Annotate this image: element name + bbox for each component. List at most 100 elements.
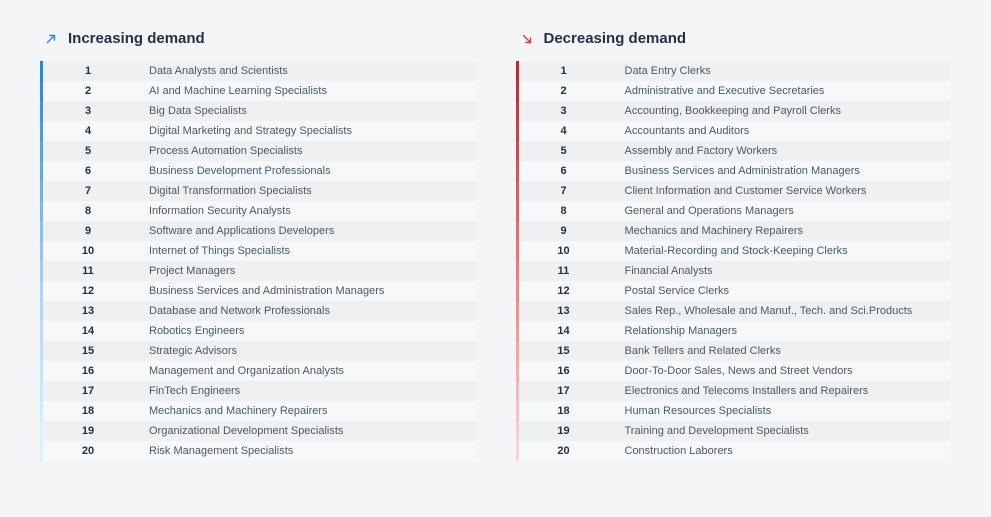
row-label: Relationship Managers <box>609 321 952 341</box>
table-row: 3Accounting, Bookkeeping and Payroll Cle… <box>516 101 952 121</box>
row-rank: 13 <box>43 301 133 321</box>
row-rank: 9 <box>519 221 609 241</box>
table-row: 17Electronics and Telecoms Installers an… <box>516 381 952 401</box>
table-row: 3Big Data Specialists <box>40 101 476 121</box>
row-label: Risk Management Specialists <box>133 441 476 461</box>
row-rank: 20 <box>43 441 133 461</box>
row-rank: 19 <box>43 421 133 441</box>
table-row: 6Business Services and Administration Ma… <box>516 161 952 181</box>
row-rank: 5 <box>519 141 609 161</box>
row-rank: 7 <box>519 181 609 201</box>
table-row: 16Management and Organization Analysts <box>40 361 476 381</box>
table-row: 10Internet of Things Specialists <box>40 241 476 261</box>
row-label: Project Managers <box>133 261 476 281</box>
row-rank: 16 <box>519 361 609 381</box>
row-rank: 13 <box>519 301 609 321</box>
row-rank: 17 <box>43 381 133 401</box>
row-rank: 12 <box>519 281 609 301</box>
row-label: Database and Network Professionals <box>133 301 476 321</box>
decreasing-header: Decreasing demand <box>520 30 952 47</box>
row-rank: 15 <box>519 341 609 361</box>
table-row: 14Relationship Managers <box>516 321 952 341</box>
table-row: 19Organizational Development Specialists <box>40 421 476 441</box>
row-label: Financial Analysts <box>609 261 952 281</box>
table-row: 4Digital Marketing and Strategy Speciali… <box>40 121 476 141</box>
row-rank: 1 <box>519 61 609 81</box>
row-label: Management and Organization Analysts <box>133 361 476 381</box>
row-label: Accounting, Bookkeeping and Payroll Cler… <box>609 101 952 121</box>
row-label: Digital Transformation Specialists <box>133 181 476 201</box>
table-row: 12Business Services and Administration M… <box>40 281 476 301</box>
row-rank: 19 <box>519 421 609 441</box>
row-label: Robotics Engineers <box>133 321 476 341</box>
row-rank: 7 <box>43 181 133 201</box>
row-label: Bank Tellers and Related Clerks <box>609 341 952 361</box>
table-row: 20Risk Management Specialists <box>40 441 476 461</box>
row-label: Data Entry Clerks <box>609 61 952 81</box>
decreasing-column: Decreasing demand 1Data Entry Clerks2Adm… <box>516 30 952 461</box>
table-row: 4Accountants and Auditors <box>516 121 952 141</box>
table-row: 8General and Operations Managers <box>516 201 952 221</box>
increasing-table: 1Data Analysts and Scientists2AI and Mac… <box>40 61 476 461</box>
row-label: Business Development Professionals <box>133 161 476 181</box>
row-rank: 14 <box>43 321 133 341</box>
row-label: Door-To-Door Sales, News and Street Vend… <box>609 361 952 381</box>
row-label: Digital Marketing and Strategy Specialis… <box>133 121 476 141</box>
row-rank: 11 <box>43 261 133 281</box>
table-row: 15Strategic Advisors <box>40 341 476 361</box>
table-row: 12Postal Service Clerks <box>516 281 952 301</box>
row-rank: 6 <box>519 161 609 181</box>
row-label: FinTech Engineers <box>133 381 476 401</box>
table-row: 6Business Development Professionals <box>40 161 476 181</box>
table-row: 13Sales Rep., Wholesale and Manuf., Tech… <box>516 301 952 321</box>
increasing-header: Increasing demand <box>44 30 476 47</box>
row-rank: 11 <box>519 261 609 281</box>
table-row: 13Database and Network Professionals <box>40 301 476 321</box>
row-label: General and Operations Managers <box>609 201 952 221</box>
row-rank: 8 <box>43 201 133 221</box>
row-label: Electronics and Telecoms Installers and … <box>609 381 952 401</box>
decreasing-title: Decreasing demand <box>544 30 687 47</box>
arrow-up-right-icon <box>44 32 58 46</box>
row-label: Software and Applications Developers <box>133 221 476 241</box>
row-label: Material-Recording and Stock-Keeping Cle… <box>609 241 952 261</box>
table-row: 7Client Information and Customer Service… <box>516 181 952 201</box>
table-row: 8Information Security Analysts <box>40 201 476 221</box>
increasing-column: Increasing demand 1Data Analysts and Sci… <box>40 30 476 461</box>
table-row: 15Bank Tellers and Related Clerks <box>516 341 952 361</box>
row-rank: 18 <box>519 401 609 421</box>
row-label: Business Services and Administration Man… <box>609 161 952 181</box>
row-label: Accountants and Auditors <box>609 121 952 141</box>
table-row: 18Human Resources Specialists <box>516 401 952 421</box>
table-row: 16Door-To-Door Sales, News and Street Ve… <box>516 361 952 381</box>
row-label: Internet of Things Specialists <box>133 241 476 261</box>
row-rank: 10 <box>43 241 133 261</box>
row-label: Administrative and Executive Secretaries <box>609 81 952 101</box>
table-row: 18Mechanics and Machinery Repairers <box>40 401 476 421</box>
table-row: 14Robotics Engineers <box>40 321 476 341</box>
row-label: Client Information and Customer Service … <box>609 181 952 201</box>
table-row: 2Administrative and Executive Secretarie… <box>516 81 952 101</box>
row-label: Sales Rep., Wholesale and Manuf., Tech. … <box>609 301 952 321</box>
table-row: 11Project Managers <box>40 261 476 281</box>
row-label: Training and Development Specialists <box>609 421 952 441</box>
row-rank: 2 <box>519 81 609 101</box>
row-label: Assembly and Factory Workers <box>609 141 952 161</box>
table-row: 19Training and Development Specialists <box>516 421 952 441</box>
row-rank: 20 <box>519 441 609 461</box>
table-row: 17FinTech Engineers <box>40 381 476 401</box>
row-rank: 4 <box>519 121 609 141</box>
row-rank: 8 <box>519 201 609 221</box>
row-label: AI and Machine Learning Specialists <box>133 81 476 101</box>
row-rank: 4 <box>43 121 133 141</box>
row-label: Mechanics and Machinery Repairers <box>609 221 952 241</box>
table-row: 1Data Analysts and Scientists <box>40 61 476 81</box>
row-rank: 5 <box>43 141 133 161</box>
row-rank: 1 <box>43 61 133 81</box>
row-rank: 3 <box>43 101 133 121</box>
row-rank: 9 <box>43 221 133 241</box>
row-label: Mechanics and Machinery Repairers <box>133 401 476 421</box>
table-row: 20Construction Laborers <box>516 441 952 461</box>
row-rank: 2 <box>43 81 133 101</box>
row-rank: 15 <box>43 341 133 361</box>
